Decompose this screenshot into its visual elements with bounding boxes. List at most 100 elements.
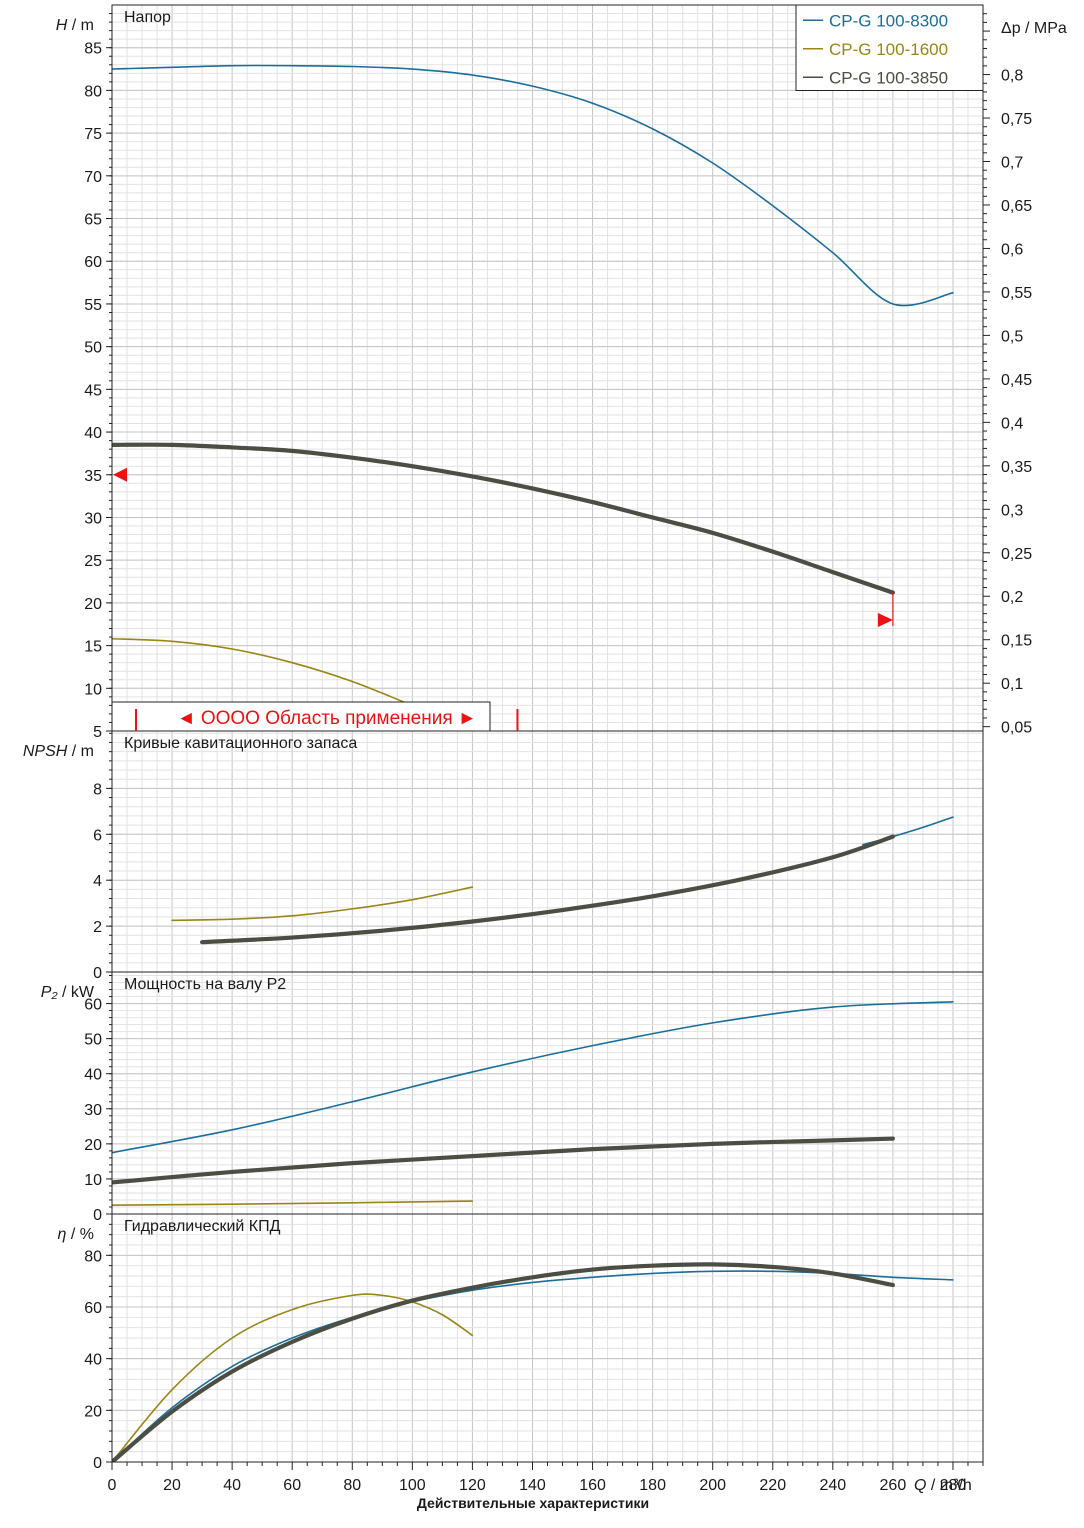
series-line	[112, 442, 895, 595]
x-tick-label: 100	[399, 1477, 426, 1494]
y-tick-label: 35	[84, 468, 102, 485]
y-tick-label: 60	[84, 997, 102, 1014]
flow-limit-marker	[877, 612, 893, 627]
series-line	[200, 834, 895, 945]
y2-tick-label: 0,1	[1001, 676, 1023, 693]
y-tick-label: 65	[84, 212, 102, 229]
y2-tick-label: 0,15	[1001, 633, 1032, 650]
y2-tick-label: 0,45	[1001, 372, 1032, 389]
y-axis-unit: / m	[67, 17, 94, 34]
y-tick-label: 5	[93, 724, 102, 741]
panel-series-group	[112, 1262, 954, 1462]
y2-tick-label: 0,25	[1001, 546, 1032, 563]
y-axis-symbol: P₂	[41, 984, 58, 1001]
y-tick-label: 2	[93, 919, 102, 936]
x-tick-label: 160	[579, 1477, 606, 1494]
legend-label: CP-G 100-3850	[829, 68, 948, 87]
y2-tick-label: 0,6	[1001, 241, 1023, 258]
y-tick-label: 30	[84, 510, 102, 527]
head-limit-marker	[113, 467, 127, 482]
x-axis-symbol: Q	[914, 1477, 926, 1494]
y-axis-symbol: H	[56, 17, 68, 34]
y-tick-label: 4	[93, 873, 102, 890]
y-tick-label: 75	[84, 126, 102, 143]
y-tick-label: 25	[84, 553, 102, 570]
y-axis-unit: / %	[66, 1226, 94, 1243]
application-range-box	[111, 701, 491, 732]
y-axis-unit: / m	[67, 743, 94, 760]
series-line	[112, 1262, 895, 1462]
y2-tick-label: 0,35	[1001, 459, 1032, 476]
y-tick-label: 6	[93, 827, 102, 844]
y-axis-title: H / m	[56, 17, 94, 34]
application-range-label: ◄ OOOO Область применения ►	[177, 708, 477, 729]
y2-axis-unit: / MPa	[1021, 20, 1067, 37]
panel-title: Мощность на валу P2	[124, 976, 286, 993]
y2-tick-label: 0,3	[1001, 502, 1023, 519]
y2-tick-label: 0,65	[1001, 198, 1032, 215]
y2-tick-label: 0,05	[1001, 720, 1032, 737]
y-tick-label: 0	[93, 965, 102, 982]
panel-title: Напор	[124, 9, 171, 26]
y-tick-label: 80	[84, 1248, 102, 1265]
x-tick-label: 40	[223, 1477, 241, 1494]
y2-axis-title: Δp / MPa	[1001, 20, 1067, 37]
y-tick-label: 70	[84, 169, 102, 186]
series-line	[112, 1293, 474, 1462]
x-tick-label: 240	[819, 1477, 846, 1494]
x-axis-title: Q / m³/h	[914, 1477, 972, 1494]
x-tick-label: 20	[163, 1477, 181, 1494]
y-tick-label: 50	[84, 340, 102, 357]
x-tick-label: 80	[343, 1477, 361, 1494]
y-tick-label: 20	[84, 1403, 102, 1420]
y-tick-label: 10	[84, 1172, 102, 1189]
y-tick-label: 45	[84, 382, 102, 399]
panel-series-group	[112, 1001, 954, 1207]
labels: Напор H / m Δp / MPa ◄ OOOO Область примене…	[23, 9, 1067, 1494]
series-line	[112, 1001, 954, 1154]
y-tick-label: 85	[84, 41, 102, 58]
y-tick-label: 60	[84, 1300, 102, 1317]
x-tick-label: 180	[639, 1477, 666, 1494]
y-tick-label: 20	[84, 596, 102, 613]
axes: 5101520253035404550556065707580850,050,1…	[84, 4, 1032, 1494]
x-tick-label: 200	[699, 1477, 726, 1494]
y-axis-symbol: η	[58, 1226, 67, 1243]
series-line	[112, 1136, 895, 1185]
y-tick-label: 50	[84, 1032, 102, 1049]
panel-title: Гидравлический КПД	[124, 1218, 281, 1235]
y2-tick-label: 0,4	[1001, 415, 1023, 432]
y-tick-label: 8	[93, 781, 102, 798]
series-line	[112, 1200, 474, 1207]
y-axis-title: P₂ / kW	[41, 984, 95, 1001]
legend-box	[795, 4, 984, 91]
y-tick-label: 55	[84, 297, 102, 314]
y-tick-label: 0	[93, 1207, 102, 1224]
panel-series-group	[171, 816, 954, 945]
y-tick-label: 15	[84, 639, 102, 656]
y2-tick-label: 0,2	[1001, 589, 1023, 606]
y2-tick-label: 0,75	[1001, 111, 1032, 128]
y-tick-label: 60	[84, 254, 102, 271]
y-axis-title: η / %	[58, 1226, 94, 1243]
y-axis-symbol: NPSH	[23, 743, 68, 760]
x-tick-label: 120	[459, 1477, 486, 1494]
y-tick-label: 80	[84, 83, 102, 100]
x-tick-label: 280	[940, 1477, 967, 1494]
x-tick-label: 60	[283, 1477, 301, 1494]
legend: CP-G 100-8300 CP-G 100-1600 CP-G 100-3850	[795, 4, 984, 91]
x-tick-label: 140	[519, 1477, 546, 1494]
y-tick-label: 40	[84, 425, 102, 442]
y-tick-label: 40	[84, 1067, 102, 1084]
y-axis-title: NPSH / m	[23, 743, 94, 760]
y-tick-label: 30	[84, 1102, 102, 1119]
y-tick-label: 0	[93, 1455, 102, 1472]
legend-label: CP-G 100-8300	[829, 11, 948, 30]
y-tick-label: 40	[84, 1352, 102, 1369]
y2-axis-symbol: Δp	[1001, 20, 1021, 37]
series-line	[171, 886, 474, 922]
y-tick-label: 20	[84, 1137, 102, 1154]
x-tick-label: 220	[759, 1477, 786, 1494]
